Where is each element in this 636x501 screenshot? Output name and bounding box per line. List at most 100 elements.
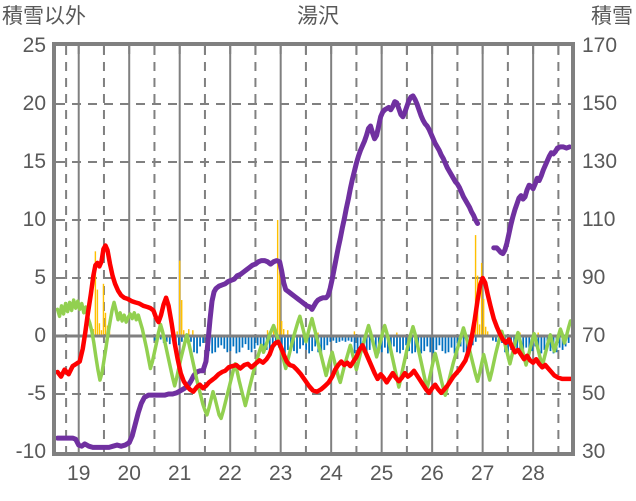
bar-snowfall <box>341 336 344 341</box>
bar-precipitation <box>537 332 539 336</box>
bar-snowfall <box>356 336 359 352</box>
bar-snowfall <box>453 336 456 354</box>
bar-snowfall <box>202 336 204 343</box>
bar-snowfall <box>528 336 531 354</box>
bar-snowfall <box>232 336 235 347</box>
bar-snowfall <box>344 336 347 342</box>
bar-snowfall <box>558 336 561 348</box>
x-axis-tick: 21 <box>168 462 192 485</box>
bar-snowfall <box>293 336 295 352</box>
bar-snowfall <box>447 336 450 353</box>
bar-precipitation <box>482 298 485 336</box>
bar-precipitation <box>486 331 489 336</box>
y-axis-left-tick: -10 <box>15 440 46 463</box>
bar-snowfall <box>492 336 494 341</box>
bar-precipitation <box>317 332 319 336</box>
bar-precipitation <box>102 283 105 336</box>
bar-snowfall <box>368 336 371 350</box>
bar-snowfall <box>165 336 168 342</box>
bar-snowfall <box>429 336 432 353</box>
bar-snowfall <box>320 336 323 354</box>
bar-snowfall <box>238 336 241 353</box>
bar-precipitation <box>280 320 283 336</box>
bar-snowfall <box>353 336 356 354</box>
bar-precipitation <box>96 289 99 336</box>
bar-snowfall <box>274 336 277 343</box>
bar-snowfall <box>296 336 298 354</box>
y-axis-right-tick: 110 <box>582 208 616 231</box>
x-axis-tick: 28 <box>521 462 545 485</box>
bar-snowfall <box>262 336 265 354</box>
y-axis-right-tick: 30 <box>582 440 606 463</box>
y-axis-left-tick: 20 <box>22 92 46 115</box>
bar-precipitation <box>181 300 183 336</box>
bar-snowfall <box>235 336 238 354</box>
bar-snowfall <box>199 336 201 347</box>
bar-precipitation <box>474 235 477 336</box>
line-snow-depth <box>491 144 571 257</box>
bar-snowfall <box>435 336 438 350</box>
x-axis-tick: 27 <box>470 462 495 485</box>
y-axis-right-tick: 90 <box>582 266 606 289</box>
bar-precipitation <box>98 323 101 336</box>
line-snow-depth <box>56 93 481 450</box>
bar-snowfall <box>393 336 395 347</box>
bar-snowfall <box>280 336 283 352</box>
bar-snowfall <box>177 336 180 346</box>
bar-snowfall <box>525 336 528 348</box>
chart-title: 湯沢 <box>297 5 339 28</box>
bar-snowfall <box>287 336 289 350</box>
bar-snowfall <box>350 336 353 342</box>
y-axis-right-tick: 150 <box>582 92 618 115</box>
bar-snowfall <box>284 336 286 354</box>
bar-snowfall <box>181 336 183 342</box>
bar-snowfall <box>226 336 229 353</box>
bar-snowfall <box>308 336 311 354</box>
bar-snowfall <box>414 336 417 353</box>
bar-snowfall <box>495 336 497 342</box>
bar-precipitation <box>287 330 289 336</box>
bar-snowfall <box>253 336 256 349</box>
bar-snowfall <box>567 336 570 343</box>
bar-snowfall <box>193 336 195 353</box>
x-axis-tick: 24 <box>319 462 343 485</box>
y-axis-left-tick: 15 <box>22 150 46 173</box>
bar-snowfall <box>383 336 386 348</box>
x-axis-tick: 22 <box>218 462 242 485</box>
bar-precipitation <box>178 260 181 336</box>
bar-snowfall <box>190 336 192 342</box>
bar-snowfall <box>271 336 274 347</box>
bar-snowfall <box>338 336 341 342</box>
bar-precipitation <box>104 312 107 336</box>
bar-precipitation <box>94 251 97 336</box>
bar-snowfall <box>474 336 477 342</box>
bar-snowfall <box>323 336 326 350</box>
bar-snowfall <box>380 336 383 353</box>
x-axis-tick: 19 <box>67 462 91 485</box>
bar-snowfall <box>516 336 519 352</box>
bar-precipitation <box>278 268 281 336</box>
x-axis-tick: 25 <box>369 462 394 485</box>
bar-snowfall <box>332 336 335 341</box>
bar-snowfall <box>462 336 465 353</box>
bar-snowfall <box>256 336 259 346</box>
bar-snowfall <box>259 336 262 352</box>
bar-snowfall <box>168 336 171 345</box>
bar-precipitation <box>188 329 190 336</box>
bar-snowfall <box>247 336 250 350</box>
bar-snowfall <box>522 336 525 353</box>
bar-snowfall <box>153 336 156 341</box>
bar-snowfall <box>223 336 226 349</box>
bar-snowfall <box>549 336 552 352</box>
bar-precipitation <box>478 324 481 336</box>
y-axis-left-tick: -5 <box>27 382 46 405</box>
bar-snowfall <box>420 336 423 354</box>
bar-snowfall <box>217 336 220 348</box>
bar-snowfall <box>329 336 332 342</box>
bar-snowfall <box>229 336 232 352</box>
bar-precipitation <box>480 262 483 336</box>
y-axis-right-tick: 130 <box>582 150 618 173</box>
y-axis-left-tick: 10 <box>22 208 46 231</box>
bar-snowfall <box>396 336 398 353</box>
bar-snowfall <box>365 336 368 354</box>
